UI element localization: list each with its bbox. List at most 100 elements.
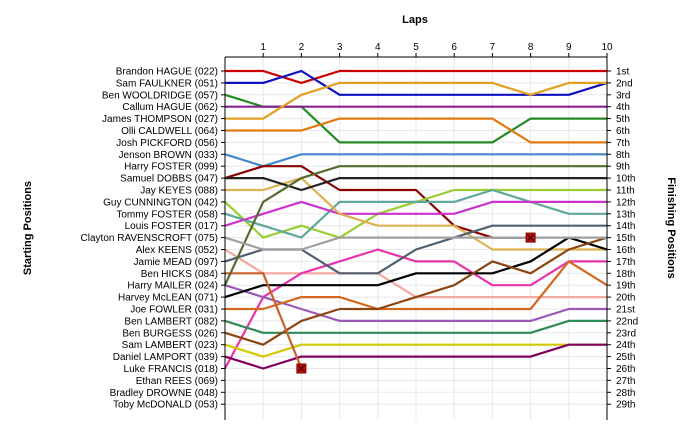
finishing-position-label: 28th: [616, 388, 635, 399]
starting-position-label: Bradley DROWNE (048): [110, 388, 218, 399]
x-tick-label: 2: [299, 42, 305, 53]
series-line: [225, 81, 607, 120]
chart-title: Laps: [402, 14, 428, 26]
finishing-position-label: 10th: [616, 174, 635, 185]
x-tick-label: 6: [451, 42, 457, 53]
starting-position-label: Joe FOWLER (031): [130, 305, 218, 316]
series-line: [224, 188, 607, 239]
starting-position-label: Samuel DOBBS (047): [120, 174, 218, 185]
series-line: [224, 248, 607, 370]
starting-position-label: Clayton RAVENSCROFT (075): [81, 233, 218, 244]
finishing-position-label: 9th: [616, 162, 630, 173]
finishing-position-label: 5th: [616, 114, 630, 125]
series-line: [224, 236, 607, 251]
finishing-position-label: 29th: [616, 400, 635, 411]
finishing-position-label: 20th: [616, 293, 635, 304]
starting-position-label: Harry FOSTER (099): [124, 162, 218, 173]
series-line: [224, 165, 531, 239]
starting-position-label: Luke FRANCIS (018): [124, 364, 218, 375]
starting-position-label: Alex KEENS (052): [136, 245, 218, 256]
finishing-position-label: 7th: [616, 138, 630, 149]
series-line: [224, 319, 607, 334]
starting-position-label: Ben HICKS (084): [141, 269, 218, 280]
finishing-position-label: 24th: [616, 340, 635, 351]
finishing-position-label: 4th: [616, 102, 630, 113]
finishing-position-labels: 1st2nd3rd4th5th6th7th8th9th10th11th12th1…: [616, 67, 638, 411]
series-line: [224, 236, 608, 346]
x-tick-label: 5: [413, 42, 419, 53]
axes: [221, 53, 611, 420]
finishing-position-label: 26th: [616, 364, 635, 375]
series-line: [224, 200, 607, 227]
series-line: [224, 343, 607, 358]
retirement-marker: [525, 232, 536, 243]
series-line: [224, 165, 607, 286]
starting-position-label: Callum HAGUE (062): [122, 102, 218, 113]
finishing-position-label: 27th: [616, 376, 635, 387]
starting-position-label: Josh PICKFORD (056): [116, 138, 218, 149]
series-line: [225, 260, 608, 311]
series-line: [225, 117, 607, 144]
x-tick-label: 10: [601, 42, 613, 53]
finishing-position-label: 14th: [616, 221, 635, 232]
starting-position-label: Olli CALDWELL (064): [121, 126, 218, 137]
finishing-position-label: 22nd: [616, 316, 638, 327]
starting-position-label: Guy CUNNINGTON (042): [103, 197, 218, 208]
retirement-markers: [296, 232, 536, 374]
starting-position-label: Daniel LAMPORT (039): [113, 352, 218, 363]
finishing-position-label: 21st: [616, 305, 635, 316]
finishing-position-label: 11th: [616, 186, 635, 197]
finishing-position-label: 15th: [616, 233, 635, 244]
starting-position-label: Ben WOOLDRIDGE (057): [102, 90, 218, 101]
series-line: [225, 177, 607, 251]
retirement-marker: [296, 363, 307, 374]
finishing-position-label: 1st: [616, 67, 630, 78]
starting-position-label: Sam FAULKNER (051): [116, 78, 218, 89]
x-tick-label: 8: [528, 42, 534, 53]
x-tick-labels: 1 2 3 4 5 6 7 8 9 10: [260, 42, 613, 53]
starting-position-label: Toby McDONALD (053): [113, 400, 218, 411]
starting-position-label: Harvey McLEAN (071): [118, 293, 218, 304]
starting-position-label: Tommy FOSTER (058): [116, 209, 218, 220]
series-line: [224, 284, 607, 322]
finishing-position-label: 3rd: [616, 90, 630, 101]
finishing-position-label: 12th: [616, 197, 635, 208]
starting-position-label: Ben BURGESS (026): [122, 328, 218, 339]
series-line: [225, 69, 607, 85]
series-line: [225, 69, 608, 96]
starting-position-label: Brandon HAGUE (022): [116, 67, 218, 78]
starting-position-label: Jenson BROWN (033): [119, 150, 218, 161]
x-tick-label: 9: [566, 42, 572, 53]
x-tick-label: 3: [337, 42, 343, 53]
x-tick-label: 7: [490, 42, 496, 53]
starting-position-label: James THOMPSON (027): [102, 114, 218, 125]
starting-position-label: Louis FOSTER (017): [125, 221, 218, 232]
finishing-position-label: 6th: [616, 126, 630, 137]
finishing-position-label: 13th: [616, 209, 635, 220]
starting-position-label: Ben LAMBERT (082): [124, 316, 218, 327]
finishing-position-label: 23rd: [616, 328, 636, 339]
series-line: [225, 272, 303, 369]
left-axis-label: Starting Positions: [22, 181, 34, 275]
finishing-position-label: 18th: [616, 269, 635, 280]
series-line: [224, 343, 607, 370]
starting-position-label: Jamie MEAD (097): [134, 257, 218, 268]
starting-position-label: Jay KEYES (088): [140, 186, 218, 197]
finishing-position-label: 19th: [616, 281, 635, 292]
finishing-position-label: 17th: [616, 257, 635, 268]
series-layer: [224, 69, 608, 370]
starting-position-label: Harry MAILER (024): [127, 281, 218, 292]
right-axis-label: Finishing Positions: [665, 177, 677, 278]
series-line: [224, 153, 607, 168]
finishing-position-label: 16th: [616, 245, 635, 256]
series-line: [224, 236, 608, 299]
finishing-position-label: 8th: [616, 150, 630, 161]
starting-position-labels: Brandon HAGUE (022)Sam FAULKNER (051)Ben…: [81, 67, 218, 411]
finishing-position-label: 25th: [616, 352, 635, 363]
x-tick-label: 1: [260, 42, 266, 53]
starting-position-label: Sam LAMBERT (023): [122, 340, 218, 351]
starting-position-label: Ethan REES (069): [136, 376, 218, 387]
finishing-position-label: 2nd: [616, 78, 633, 89]
x-tick-label: 4: [375, 42, 381, 53]
